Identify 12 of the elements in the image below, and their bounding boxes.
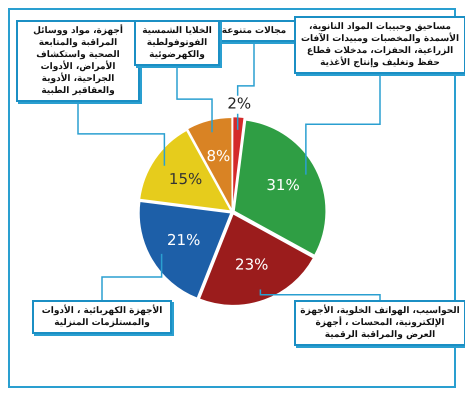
slice-label: مجالات متنوعة (212, 20, 296, 42)
slice-label: أجهزة، مواد ووسائل المراقبة والمتابعة الصحية واستكشاف الأمراض، الأدوات الجراحية، الأدوية والعقاقير الطبية (16, 20, 140, 102)
data-label: 31% (266, 176, 300, 194)
slice-label: الخلايا الشمسية الفوتوفولطية والكهرضوئية (134, 20, 220, 66)
data-label: 8% (206, 146, 230, 165)
data-label: 23% (235, 255, 268, 274)
slice-label: مساحيق وحبيبات المواد النانوية، الأسمدة والمخصبات ومبيدات الآفات الزراعية، الحفزات، مدخلات قطاع حفظ وتغليف وإنتاج الأغذية (294, 16, 465, 74)
slice-label: الأجهزة الكهربائية ، الأدوات والمستلزمات المنزلية (32, 300, 172, 334)
data-label: 21% (167, 230, 200, 249)
slice-label: الحواسيب، الهواتف الخلوية، الأجهزة الإلكترونية، المحسات ، أجهزة العرض والمراقبة الرقمية (294, 300, 465, 346)
data-label: 2% (227, 94, 252, 113)
data-label: 15% (168, 170, 202, 188)
